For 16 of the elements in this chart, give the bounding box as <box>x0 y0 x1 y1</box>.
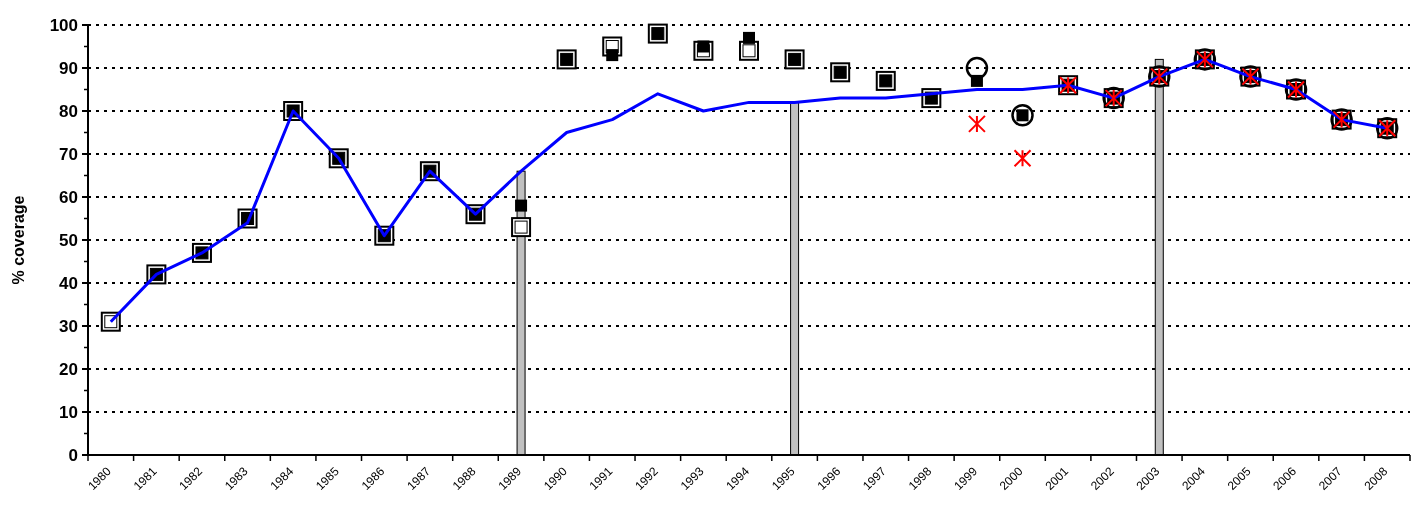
point <box>1013 149 1032 168</box>
y-tick-label: 20 <box>59 359 78 379</box>
y-tick-label: 100 <box>49 15 78 35</box>
y-axis-title: % coverage <box>10 195 27 285</box>
y-tick-label: 80 <box>59 101 78 121</box>
y-tick-label: 70 <box>59 144 78 164</box>
y-tick-label: 90 <box>59 58 78 78</box>
y-tick-label: 40 <box>59 273 78 293</box>
y-tick-label: 30 <box>59 316 78 336</box>
y-tick-label: 60 <box>59 187 78 207</box>
y-tick-label: 10 <box>59 402 78 422</box>
point <box>967 114 986 133</box>
point <box>606 49 619 62</box>
y-tick-label: 50 <box>59 230 78 250</box>
y-tick-label: 0 <box>68 445 78 465</box>
point <box>743 31 755 44</box>
